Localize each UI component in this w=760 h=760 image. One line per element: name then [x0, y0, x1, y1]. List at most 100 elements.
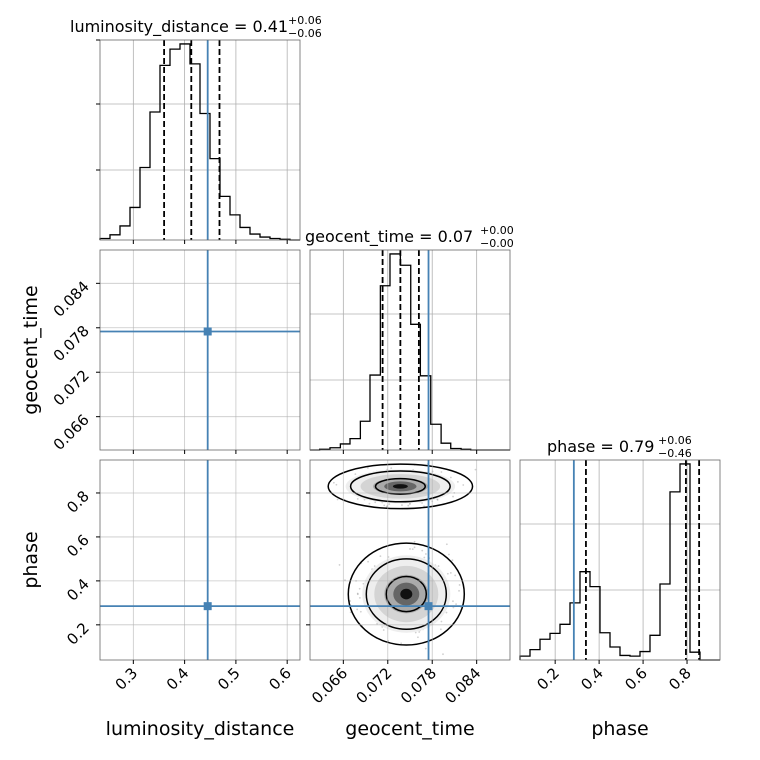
sample-point: [454, 574, 457, 577]
xtick-label-phase-0: 0.2: [533, 664, 563, 694]
truth-marker: [424, 602, 433, 611]
sample-point: [445, 543, 448, 546]
sample-point: [373, 565, 376, 567]
panel-phase-luminosity_distance: [96, 459, 301, 664]
hist-panel-geocent_time: [309, 249, 511, 454]
title-geocent-time: geocent_time = 0.07: [305, 227, 473, 247]
histogram-luminosity_distance: [99, 43, 300, 241]
title-phase: phase = 0.79: [547, 437, 654, 456]
ytick-label-phase-2: 0.6: [63, 531, 93, 561]
sample-point: [374, 501, 377, 504]
xtick-label-luminosity_distance-2: 0.5: [214, 664, 244, 694]
sample-point: [440, 620, 443, 623]
hist-panel-luminosity_distance: [96, 39, 301, 244]
contour-line: [365, 558, 448, 630]
sample-point: [409, 503, 411, 505]
sample-point: [417, 636, 419, 639]
histogram-phase: [519, 463, 720, 661]
sample-point: [356, 497, 359, 500]
panel-geocent_time-luminosity_distance: [87, 249, 301, 454]
xtick-label-geocent_time-0: 0.066: [308, 664, 351, 707]
sample-point: [335, 483, 338, 486]
sample-point: [424, 553, 427, 555]
xtick-label-phase-2: 0.6: [621, 664, 651, 694]
title-geocent-time-minus: −0.00: [480, 237, 514, 250]
xtick-label-geocent_time-2: 0.078: [397, 664, 440, 707]
hist-panel-phase: [519, 459, 721, 664]
xlabel-luminosity-distance: luminosity_distance: [106, 718, 295, 740]
xtick-label-luminosity_distance-0: 0.3: [112, 664, 142, 694]
sample-point: [437, 565, 440, 567]
xtick-label-phase-1: 0.4: [577, 664, 607, 694]
sample-point: [436, 499, 439, 501]
sample-point: [349, 600, 352, 602]
panel-frame: [99, 39, 301, 241]
contour-line: [347, 542, 466, 646]
truth-marker: [203, 602, 212, 611]
xlabel-geocent-time: geocent_time: [345, 718, 474, 740]
contour-line: [385, 575, 428, 613]
sample-point: [455, 603, 457, 605]
sample-point: [332, 481, 335, 484]
sample-point: [367, 467, 369, 469]
sample-point: [456, 480, 459, 483]
truth-marker: [203, 327, 212, 336]
sample-point: [356, 592, 359, 595]
sample-point: [458, 584, 461, 586]
histogram-geocent_time: [310, 253, 510, 451]
xtick-label-phase-3: 0.8: [665, 664, 695, 694]
ytick-label-phase-3: 0.8: [63, 487, 93, 517]
contour-line: [327, 463, 474, 510]
sample-point: [358, 587, 361, 590]
ytick-label-geocent_time-1: 0.072: [50, 366, 93, 409]
contour-line: [374, 477, 427, 495]
sample-point: [424, 647, 427, 650]
sample-point: [87, 349, 89, 351]
panel-frame: [309, 459, 511, 661]
sample-point: [354, 473, 357, 476]
sample-point: [458, 589, 460, 592]
sample-point: [358, 596, 361, 599]
panel-frame: [99, 249, 301, 451]
ytick-label-geocent_time-0: 0.066: [50, 411, 93, 454]
title-phase-plus: +0.06: [658, 434, 692, 447]
sample-point: [449, 476, 452, 479]
sample-point: [423, 556, 426, 559]
ytick-label-geocent_time-2: 0.078: [50, 322, 93, 365]
xlabel-phase: phase: [591, 718, 648, 740]
sample-point: [449, 572, 452, 574]
contour-line: [349, 470, 451, 503]
title-luminosity-distance-minus: −0.06: [288, 27, 322, 40]
sample-point: [446, 572, 449, 575]
xtick-label-geocent_time-1: 0.072: [353, 664, 396, 707]
sample-point: [401, 504, 403, 506]
sample-point: [390, 467, 393, 469]
xtick-label-luminosity_distance-3: 0.6: [265, 664, 295, 694]
panel-bg: [100, 250, 300, 450]
sample-point: [383, 504, 386, 507]
sample-point: [359, 610, 362, 613]
sample-point: [439, 628, 442, 631]
title-luminosity-distance: luminosity_distance = 0.41: [70, 17, 288, 37]
title-geocent-time-plus: +0.00: [480, 224, 514, 237]
sample-point: [451, 559, 454, 562]
sample-point: [418, 631, 421, 633]
sample-point: [367, 560, 369, 563]
ytick-label-phase-0: 0.2: [63, 619, 93, 649]
sample-point: [385, 505, 388, 508]
ylabel-geocent-time: geocent_time: [20, 285, 42, 414]
sample-point: [379, 555, 382, 557]
sample-point: [442, 653, 444, 656]
xtick-label-geocent_time-3: 0.084: [441, 664, 484, 707]
sample-point: [448, 553, 450, 556]
sample-point: [407, 504, 410, 507]
sample-point: [474, 468, 477, 471]
sample-point: [413, 540, 416, 543]
ytick-label-geocent_time-3: 0.084: [50, 277, 93, 320]
panel-bg: [100, 460, 300, 660]
panel-frame: [309, 249, 511, 451]
panel-frame: [99, 459, 301, 661]
sample-point: [368, 502, 371, 505]
sample-point: [413, 546, 416, 549]
sample-point: [440, 471, 443, 473]
